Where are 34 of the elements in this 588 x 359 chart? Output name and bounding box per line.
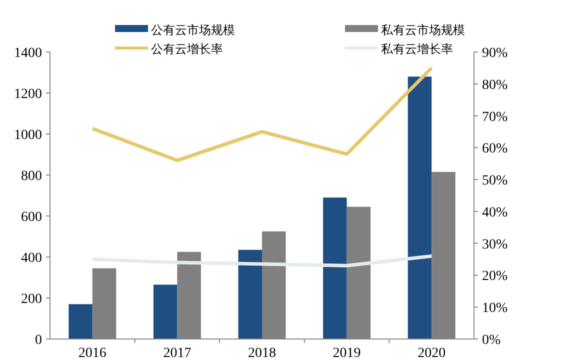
y2-tick-label: 20% — [482, 269, 508, 284]
y2-tick-label: 80% — [482, 78, 508, 93]
legend-label: 公有云增长率 — [151, 42, 223, 56]
x-tick-label: 2016 — [78, 346, 106, 359]
x-tick-label: 2019 — [332, 346, 361, 359]
bar — [408, 76, 432, 339]
y-tick-label: 1200 — [14, 87, 42, 102]
y2-tick-label: 30% — [482, 237, 508, 252]
y-tick-label: 800 — [21, 169, 42, 184]
y2-tick-label: 60% — [482, 142, 508, 157]
bar — [153, 284, 178, 339]
bar — [68, 304, 92, 339]
y-tick-label: 600 — [21, 210, 42, 225]
x-tick-label: 2017 — [163, 346, 192, 359]
y-tick-label: 1400 — [14, 46, 42, 61]
bar — [323, 198, 347, 339]
y2-tick-label: 90% — [482, 46, 508, 61]
y-tick-label: 400 — [21, 251, 42, 266]
legend-label: 私有云市场规模 — [381, 23, 465, 37]
x-tick-label: 2018 — [248, 346, 276, 359]
x-tick-label: 2020 — [418, 346, 446, 359]
legend-label: 公有云市场规模 — [151, 23, 235, 37]
y2-tick-label: 50% — [482, 174, 508, 189]
y2-tick-label: 10% — [482, 301, 508, 316]
y2-tick-label: 40% — [482, 205, 508, 220]
legend-label: 私有云增长率 — [381, 42, 453, 56]
y2-tick-label: 70% — [482, 110, 508, 125]
line-series — [90, 66, 434, 162]
y-tick-label: 1000 — [14, 128, 42, 143]
bar — [238, 250, 262, 339]
y-tick-label: 200 — [21, 292, 42, 307]
y2-tick-label: 0% — [482, 333, 501, 348]
y-tick-label: 0 — [35, 333, 42, 348]
line-series — [90, 254, 434, 268]
